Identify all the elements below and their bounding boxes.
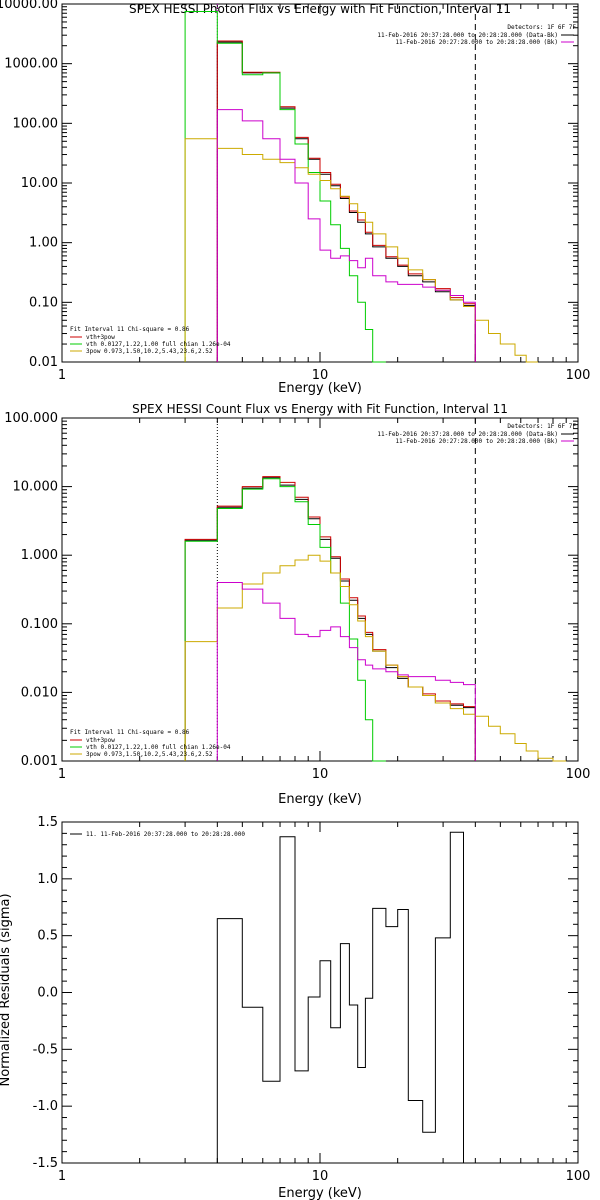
residuals-x-tick-label: 100 <box>566 1169 591 1184</box>
count-flux-xlabel: Energy (keV) <box>278 792 362 807</box>
residuals-y-tick-label: 1.0 <box>37 872 58 887</box>
residuals-y-tick-label: -1.0 <box>33 1099 58 1114</box>
count-flux-fit-info-1: Fit Interval 11 Chi-square = 0.86 <box>70 729 190 736</box>
residuals-y-tick-label: -0.5 <box>33 1042 58 1057</box>
count-flux-title: SPEX HESSI Count Flux vs Energy with Fit… <box>132 402 508 416</box>
residuals-xlabel: Energy (keV) <box>278 1186 362 1200</box>
photon-flux-xlabel: Energy (keV) <box>278 381 362 396</box>
count-flux-x-tick-label: 1 <box>58 767 66 782</box>
photon-flux-fit-info-2: vth+3pow <box>86 334 115 341</box>
photon-flux-y-tick-label: 0.01 <box>29 355 58 370</box>
photon-flux-panel: SPEX HESSI Photon Flux vs Energy with Fi… <box>0 0 590 396</box>
count-flux-x-tick-label: 10 <box>312 767 329 782</box>
count-flux-y-tick-label: 0.001 <box>21 754 58 769</box>
count-flux-time-line-2: 11-Feb-2016 20:27:28.000 to 20:28:28.000… <box>395 438 558 445</box>
photon-flux-x-tick-label: 10 <box>312 368 329 383</box>
photon-flux-time-line-1: 11-Feb-2016 20:37:28.000 to 20:28:28.000… <box>377 32 558 39</box>
count-flux-series-vth-3pow <box>184 476 476 761</box>
residuals-y-tick-label: 1.5 <box>37 815 58 830</box>
residuals-legend-text: 11. 11-Feb-2016 20:37:28.000 to 20:28:28… <box>86 831 245 838</box>
photon-flux-series-vth <box>184 11 386 363</box>
count-flux-axes: 1 10 100 0.001 0.010 0.100 1.000 10.000 100.000 <box>4 411 590 782</box>
count-flux-panel: SPEX HESSI Count Flux vs Energy with Fit… <box>4 402 590 807</box>
count-flux-y-tick-label: 0.100 <box>21 617 58 632</box>
photon-flux-series-3pow <box>184 138 538 363</box>
photon-flux-fit-info-1: Fit Interval 11 Chi-square = 0.86 <box>70 326 190 333</box>
count-flux-time-line-1: 11-Feb-2016 20:37:28.000 to 20:28:28.000… <box>377 431 558 438</box>
count-flux-y-tick-label: 1.000 <box>21 548 58 563</box>
residuals-x-tick-label: 1 <box>58 1169 66 1184</box>
photon-flux-y-tick-label: 10.00 <box>21 176 58 191</box>
count-flux-fit-info-3: vth 0.0127,1.22,1.00 full chian 1.26e-04 <box>86 744 231 751</box>
count-flux-y-tick-label: 0.010 <box>21 685 58 700</box>
photon-flux-y-tick-label: 0.10 <box>29 295 58 310</box>
count-flux-y-tick-label: 100.000 <box>4 411 58 426</box>
residuals-series-group <box>216 831 464 1163</box>
residuals-x-tick-label: 10 <box>312 1169 329 1184</box>
photon-flux-time-line-2: 11-Feb-2016 20:27:28.000 to 20:28:28.000… <box>395 39 558 46</box>
count-flux-y-tick-label: 10.000 <box>13 480 59 495</box>
photon-flux-axes: 1 10 100 0.01 0.10 1.00 10.00 100.00 1000.00 1000… <box>0 0 590 383</box>
residuals-y-tick-label: -1.5 <box>33 1156 58 1171</box>
count-flux-series-3pow <box>184 554 567 762</box>
photon-flux-x-tick-label: 1 <box>58 368 66 383</box>
photon-flux-x-tick-label: 100 <box>566 368 591 383</box>
count-flux-series-bk <box>216 582 476 761</box>
residuals-panel: 1 10 100 -1.5 -1.0 -0.5 0.0 0.5 1.0 1.5 11. 11-Fe… <box>0 815 590 1200</box>
photon-flux-y-tick-label: 1.00 <box>29 236 58 251</box>
count-flux-series-vth <box>184 478 386 762</box>
residuals-y-tick-label: 0.0 <box>37 986 58 1001</box>
photon-flux-fit-info-4: 3pow 0.973,1.50,10.2,5.43,23.6,2.52 <box>86 348 213 355</box>
photon-flux-y-tick-label: 100.00 <box>13 116 59 131</box>
photon-flux-detectors-text: Detectors: 1F 6F 7F <box>507 24 576 31</box>
residuals-y-tick-label: 0.5 <box>37 929 58 944</box>
count-flux-series-group <box>184 418 567 762</box>
photon-flux-fit-info-3: vth 0.0127,1.22,1.00 full chian 1.26e-04 <box>86 341 231 348</box>
residuals-ylabel: Normalized Residuals (sigma) <box>0 893 13 1086</box>
count-flux-detectors-text: Detectors: 1F 6F 7F <box>507 423 576 430</box>
photon-flux-series-group <box>184 4 538 363</box>
photon-flux-y-tick-label: 1000.00 <box>4 57 58 72</box>
count-flux-fit-info-2: vth+3pow <box>86 737 115 744</box>
photon-flux-series-bk <box>216 109 476 362</box>
count-flux-x-tick-label: 100 <box>566 767 591 782</box>
photon-flux-y-tick-label: 10000.00 <box>0 0 58 12</box>
residuals-axes: 1 10 100 -1.5 -1.0 -0.5 0.0 0.5 1.0 1.5 <box>33 815 591 1184</box>
residuals-series-residuals <box>216 831 464 1163</box>
count-flux-fit-info-4: 3pow 0.973,1.50,10.2,5.43,23.6,2.52 <box>86 751 213 758</box>
